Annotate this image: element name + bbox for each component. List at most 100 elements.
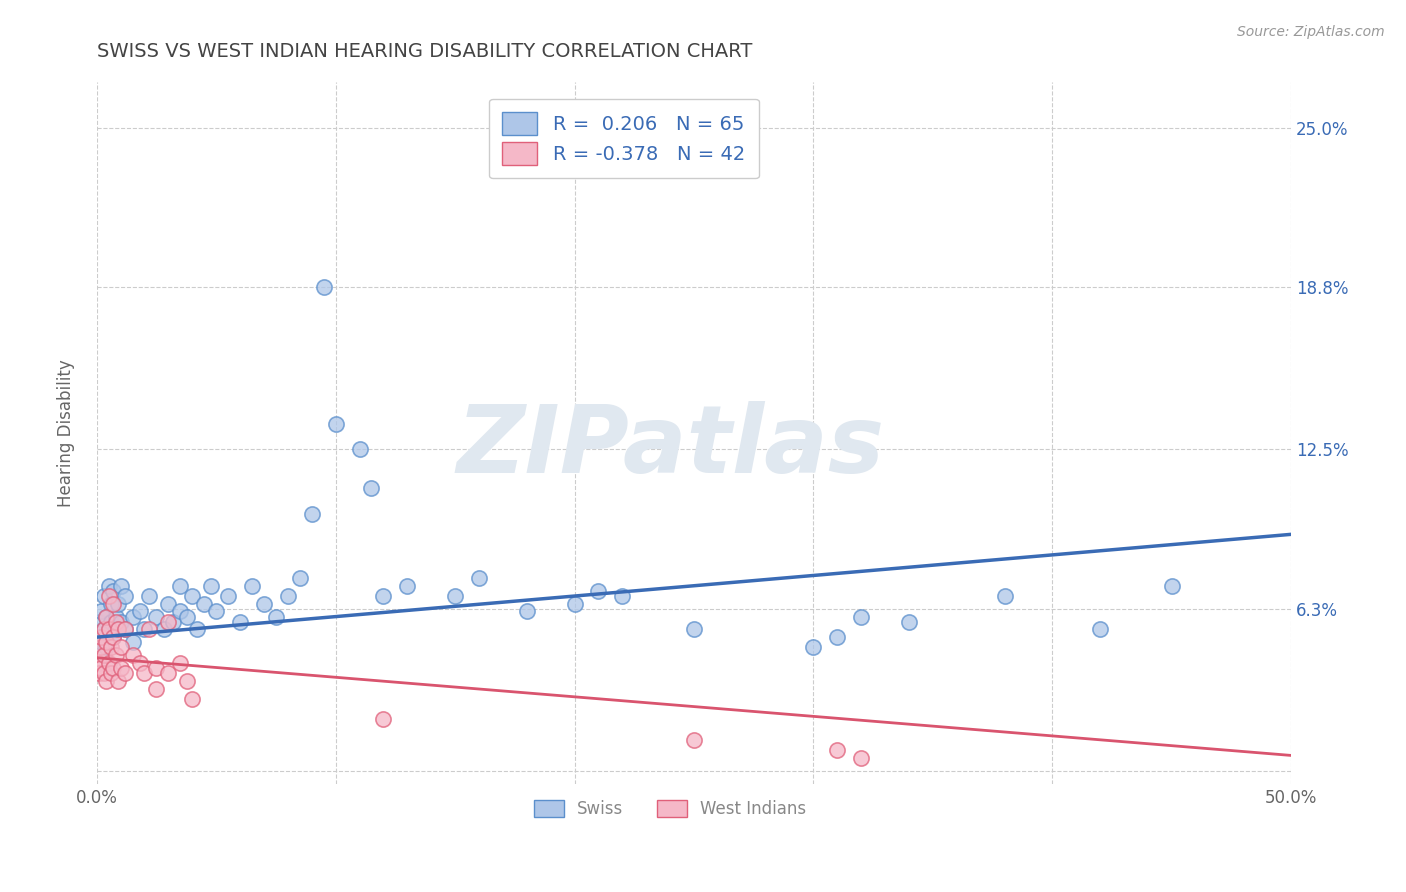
- Point: [103, 661, 125, 675]
- Point: [205, 604, 228, 618]
- Point: [396, 579, 419, 593]
- Point: [110, 615, 132, 629]
- Point: [110, 579, 132, 593]
- Point: [114, 623, 136, 637]
- Point: [110, 640, 132, 655]
- Point: [90, 630, 112, 644]
- Point: [169, 604, 191, 618]
- Point: [103, 630, 125, 644]
- Point: [325, 417, 347, 431]
- Point: [96, 673, 118, 688]
- Point: [169, 579, 191, 593]
- Point: [87, 666, 110, 681]
- Point: [97, 579, 120, 593]
- Point: [134, 623, 156, 637]
- Point: [138, 623, 160, 637]
- Point: [162, 615, 184, 629]
- Text: Source: ZipAtlas.com: Source: ZipAtlas.com: [1237, 25, 1385, 39]
- Point: [104, 615, 127, 629]
- Point: [87, 656, 110, 670]
- Point: [90, 604, 112, 618]
- Point: [683, 733, 706, 747]
- Point: [100, 640, 122, 655]
- Point: [186, 623, 208, 637]
- Point: [176, 673, 198, 688]
- Point: [176, 609, 198, 624]
- Point: [145, 661, 167, 675]
- Point: [96, 609, 118, 624]
- Point: [373, 713, 395, 727]
- Point: [349, 442, 371, 457]
- Point: [145, 681, 167, 696]
- Point: [93, 648, 115, 662]
- Point: [121, 609, 143, 624]
- Point: [97, 589, 120, 603]
- Point: [1160, 579, 1182, 593]
- Point: [240, 579, 263, 593]
- Point: [157, 615, 180, 629]
- Point: [114, 666, 136, 681]
- Point: [229, 615, 252, 629]
- Point: [121, 635, 143, 649]
- Point: [114, 589, 136, 603]
- Point: [444, 589, 467, 603]
- Point: [312, 280, 335, 294]
- Point: [104, 648, 127, 662]
- Point: [90, 635, 112, 649]
- Point: [277, 589, 299, 603]
- Point: [994, 589, 1017, 603]
- Point: [134, 666, 156, 681]
- Point: [468, 571, 491, 585]
- Point: [97, 623, 120, 637]
- Point: [96, 609, 118, 624]
- Point: [128, 656, 150, 670]
- Point: [107, 623, 129, 637]
- Point: [96, 640, 118, 655]
- Point: [103, 583, 125, 598]
- Point: [104, 609, 127, 624]
- Point: [104, 623, 127, 637]
- Point: [128, 604, 150, 618]
- Point: [93, 623, 115, 637]
- Point: [121, 648, 143, 662]
- Point: [145, 609, 167, 624]
- Point: [107, 673, 129, 688]
- Point: [90, 661, 112, 675]
- Point: [851, 751, 873, 765]
- Point: [87, 615, 110, 629]
- Point: [1088, 623, 1111, 637]
- Point: [200, 579, 222, 593]
- Point: [97, 623, 120, 637]
- Point: [301, 507, 323, 521]
- Point: [612, 589, 634, 603]
- Point: [169, 656, 191, 670]
- Point: [253, 597, 276, 611]
- Point: [803, 640, 825, 655]
- Point: [288, 571, 311, 585]
- Point: [588, 583, 610, 598]
- Text: SWISS VS WEST INDIAN HEARING DISABILITY CORRELATION CHART: SWISS VS WEST INDIAN HEARING DISABILITY …: [97, 42, 752, 61]
- Point: [827, 743, 849, 757]
- Text: ZIPatlas: ZIPatlas: [456, 401, 884, 492]
- Point: [898, 615, 921, 629]
- Point: [110, 661, 132, 675]
- Point: [103, 597, 125, 611]
- Point: [827, 630, 849, 644]
- Point: [373, 589, 395, 603]
- Point: [851, 609, 873, 624]
- Point: [152, 623, 174, 637]
- Point: [683, 623, 706, 637]
- Y-axis label: Hearing Disability: Hearing Disability: [58, 359, 75, 507]
- Point: [100, 666, 122, 681]
- Point: [193, 597, 215, 611]
- Point: [564, 597, 586, 611]
- Point: [217, 589, 239, 603]
- Point: [360, 481, 382, 495]
- Point: [516, 604, 538, 618]
- Point: [100, 597, 122, 611]
- Point: [114, 623, 136, 637]
- Legend: Swiss, West Indians: Swiss, West Indians: [527, 793, 813, 824]
- Point: [103, 630, 125, 644]
- Point: [93, 623, 115, 637]
- Point: [157, 666, 180, 681]
